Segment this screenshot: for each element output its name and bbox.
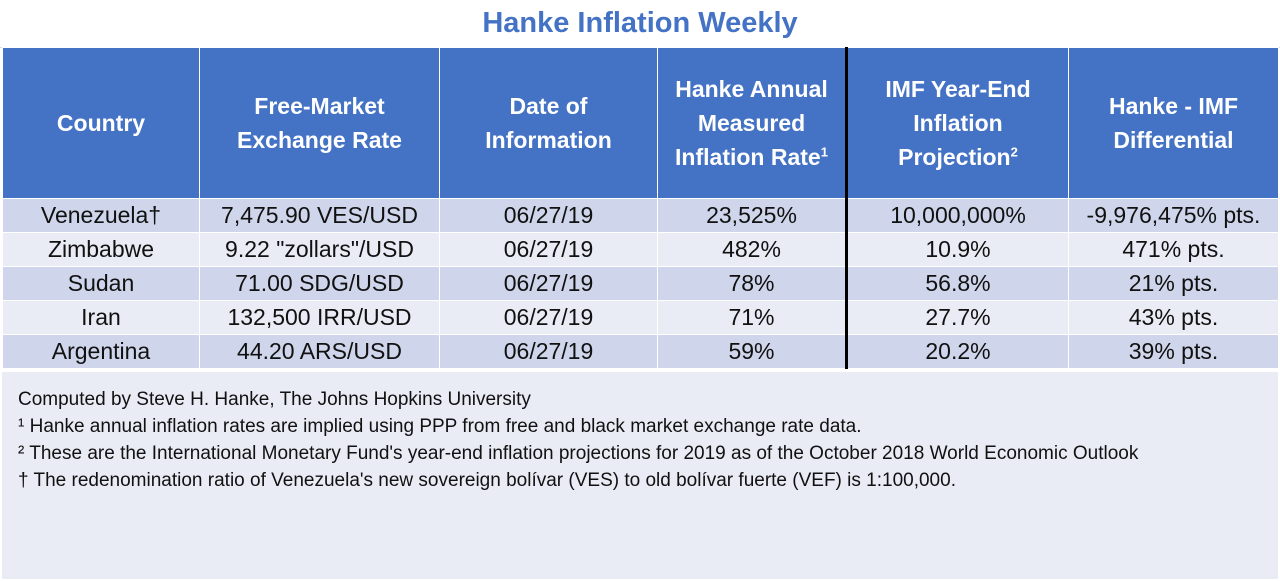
cell-hanke-rate: 23,525% (657, 198, 848, 233)
cell-country: Zimbabwe (2, 232, 200, 267)
cell-date: 06/27/19 (439, 266, 658, 301)
cell-date: 06/27/19 (439, 300, 658, 335)
cell-imf-projection: 56.8% (846, 266, 1069, 301)
cell-exchange-rate: 132,500 IRR/USD (199, 300, 440, 335)
cell-exchange-rate: 9.22 "zollars"/USD (199, 232, 440, 267)
cell-imf-projection: 10.9% (846, 232, 1069, 267)
cell-imf-projection: 10,000,000% (846, 198, 1069, 233)
cell-differential: 21% pts. (1068, 266, 1279, 301)
cell-hanke-rate: 482% (657, 232, 848, 267)
cell-hanke-rate: 78% (657, 266, 848, 301)
cell-country: Argentina (2, 334, 200, 369)
cell-differential: 39% pts. (1068, 334, 1279, 369)
header-country: Country (2, 47, 200, 199)
inflation-table: Country Free-Market Exchange Rate Date of… (2, 47, 1279, 369)
header-date: Date of Information (439, 47, 658, 199)
cell-hanke-rate: 59% (657, 334, 848, 369)
page-title: Hanke Inflation Weekly (0, 0, 1280, 48)
table-row: Iran 132,500 IRR/USD 06/27/19 71% 27.7% … (2, 300, 1279, 335)
cell-differential: -9,976,475% pts. (1068, 198, 1279, 233)
cell-date: 06/27/19 (439, 334, 658, 369)
cell-exchange-rate: 71.00 SDG/USD (199, 266, 440, 301)
cell-imf-projection: 20.2% (846, 334, 1069, 369)
header-hanke-rate: Hanke Annual Measured Inflation Rate1 (657, 47, 848, 199)
table-row: Zimbabwe 9.22 "zollars"/USD 06/27/19 482… (2, 232, 1279, 267)
footnote-dagger: † The redenomination ratio of Venezuela'… (18, 470, 956, 491)
cell-country: Venezuela† (2, 198, 200, 233)
cell-date: 06/27/19 (439, 198, 658, 233)
footnote-1: ¹ Hanke annual inflation rates are impli… (18, 416, 862, 437)
footnote-2: ² These are the International Monetary F… (18, 443, 1139, 464)
header-exchange-rate: Free-Market Exchange Rate (199, 47, 440, 199)
table-row: Argentina 44.20 ARS/USD 06/27/19 59% 20.… (2, 334, 1279, 369)
cell-date: 06/27/19 (439, 232, 658, 267)
table-row: Sudan 71.00 SDG/USD 06/27/19 78% 56.8% 2… (2, 266, 1279, 301)
footnotes: Computed by Steve H. Hanke, The Johns Ho… (2, 370, 1278, 579)
cell-differential: 471% pts. (1068, 232, 1279, 267)
header-differential: Hanke - IMF Differential (1068, 47, 1279, 199)
cell-differential: 43% pts. (1068, 300, 1279, 335)
cell-imf-projection: 27.7% (846, 300, 1069, 335)
cell-country: Iran (2, 300, 200, 335)
footnote-credit: Computed by Steve H. Hanke, The Johns Ho… (18, 389, 531, 410)
cell-hanke-rate: 71% (657, 300, 848, 335)
cell-exchange-rate: 7,475.90 VES/USD (199, 198, 440, 233)
table-header-row: Country Free-Market Exchange Rate Date of… (2, 47, 1279, 199)
cell-exchange-rate: 44.20 ARS/USD (199, 334, 440, 369)
table-row: Venezuela† 7,475.90 VES/USD 06/27/19 23,… (2, 198, 1279, 233)
cell-country: Sudan (2, 266, 200, 301)
header-imf-projection: IMF Year-End Inflation Projection2 (846, 47, 1069, 199)
